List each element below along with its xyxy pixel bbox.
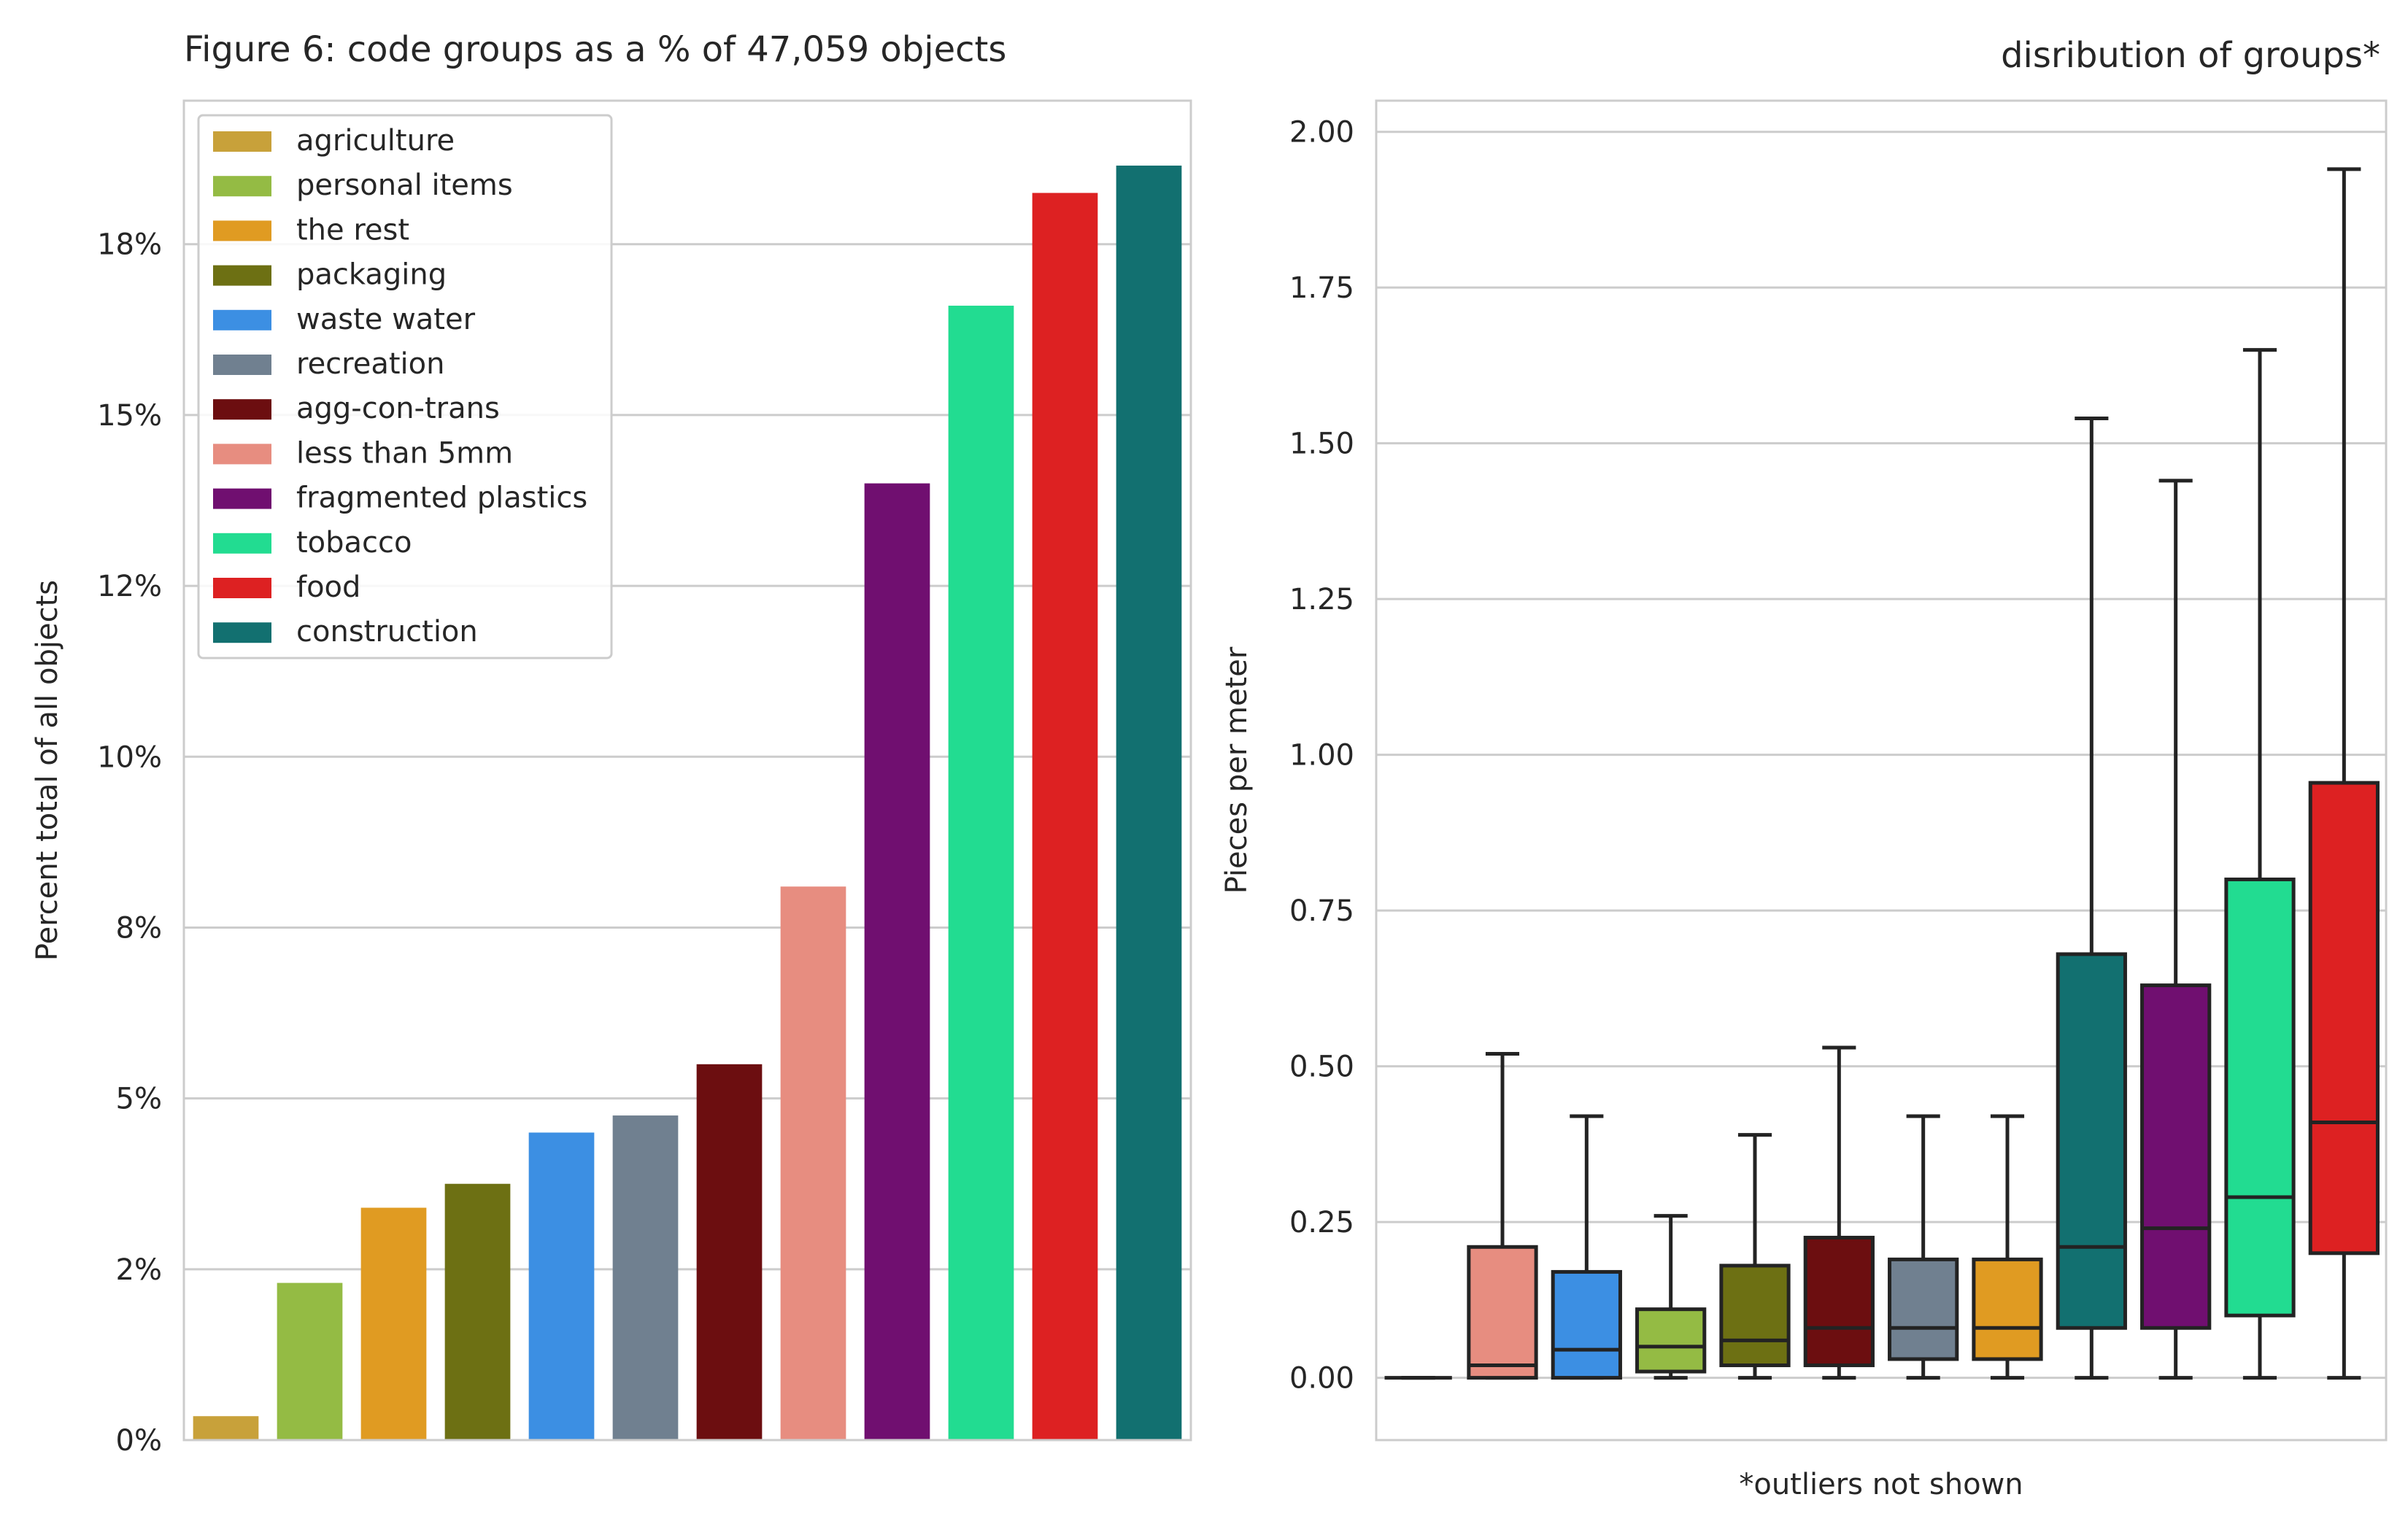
bar-y-tick-label: 5% <box>116 1083 162 1116</box>
bar-agriculture <box>193 1416 259 1440</box>
legend-label: agriculture <box>296 124 455 158</box>
legend-swatch <box>213 355 271 375</box>
bar-chart-bars <box>193 165 1182 1441</box>
box-plot-gridlines <box>1376 131 2386 1380</box>
legend-swatch <box>213 399 271 420</box>
bar-chart-y-axis-label: Percent total of all objects <box>31 580 64 961</box>
box-plot-x-axis-label: *outliers not shown <box>1739 1468 2023 1501</box>
legend-swatch <box>213 309 271 330</box>
box-plot-title: disribution of groups* <box>2001 35 2380 76</box>
bar-fragmented-plastics <box>864 483 930 1440</box>
box-y-tick-label: 0.50 <box>1289 1051 1354 1084</box>
box-body <box>1719 1264 1791 1368</box>
bar-y-tick-label: 8% <box>116 911 162 945</box>
bar-tobacco <box>948 306 1014 1441</box>
legend-label: fragmented plastics <box>296 481 587 515</box>
box-12 <box>2308 167 2380 1380</box>
box-body <box>1551 1269 1622 1380</box>
box-y-tick-label: 0.25 <box>1289 1206 1354 1239</box>
legend-swatch <box>213 176 271 197</box>
bar-y-tick-label: 2% <box>116 1253 162 1287</box>
legend-swatch <box>213 488 271 509</box>
legend-label: agg-con-trans <box>296 392 500 425</box>
bar-y-tick-label: 0% <box>116 1424 162 1458</box>
box-6 <box>1803 1045 1875 1380</box>
box-body <box>2140 983 2212 1330</box>
box-plot-y-tick-labels: 0.00 0.25 0.50 0.75 1.00 1.25 1.50 1.75 2.00 <box>1289 116 1354 1396</box>
box-y-tick-label: 0.75 <box>1289 894 1354 928</box>
legend-swatch <box>213 265 271 286</box>
bar-construction <box>1116 165 1182 1441</box>
box-2 <box>1467 1052 1538 1380</box>
box-8 <box>1972 1114 2043 1380</box>
legend-swatch <box>213 131 271 152</box>
box-plot-boxes <box>1384 167 2380 1380</box>
legend-swatch <box>213 533 271 554</box>
bar-recreation <box>612 1115 679 1440</box>
bar-y-tick-label: 10% <box>97 740 162 774</box>
bar-y-tick-label: 12% <box>97 570 162 603</box>
box-body <box>1467 1245 1538 1380</box>
box-body <box>1635 1307 1707 1374</box>
box-5 <box>1719 1133 1791 1380</box>
legend-label: construction <box>296 615 478 649</box>
box-plot-panel: 0.00 0.25 0.50 0.75 1.00 1.25 1.50 1.75 2.00 dis… <box>1220 35 2388 1501</box>
legend-label: the rest <box>296 213 409 247</box>
bar-personal-items <box>277 1283 343 1440</box>
box-9 <box>2056 417 2127 1380</box>
bar-chart-legend: agriculture personal items the rest packagi… <box>197 114 613 659</box>
box-y-tick-label: 1.75 <box>1289 271 1354 305</box>
box-11 <box>2224 348 2296 1380</box>
box-body <box>1888 1257 1959 1361</box>
bar-waste-water <box>528 1132 595 1440</box>
legend-label: packaging <box>296 258 447 292</box>
legend-label: recreation <box>296 347 444 381</box>
legend-label: personal items <box>296 169 513 202</box>
box-y-tick-label: 1.50 <box>1289 428 1354 461</box>
bar-chart-frame <box>182 99 1192 1442</box>
box-3 <box>1551 1114 1622 1380</box>
box-10 <box>2140 479 2212 1380</box>
box-body <box>1803 1235 1875 1368</box>
bar-agg-con-trans <box>696 1064 763 1440</box>
box-y-tick-label: 1.25 <box>1289 583 1354 616</box>
legend-frame <box>197 114 613 659</box>
box-y-tick-label: 2.00 <box>1289 116 1354 150</box>
legend-label: waste water <box>296 303 476 336</box>
box-plot-frame <box>1375 99 2388 1442</box>
bar-y-tick-label: 18% <box>97 228 162 262</box>
box-y-tick-label: 1.00 <box>1289 739 1354 773</box>
box-4 <box>1635 1214 1707 1380</box>
bar-the-rest <box>360 1207 427 1440</box>
box-body <box>2224 877 2296 1318</box>
box-body <box>1972 1257 2043 1361</box>
legend-label: food <box>296 570 360 604</box>
box-7 <box>1888 1114 1959 1380</box>
legend-swatch <box>213 220 271 241</box>
legend-swatch <box>213 444 271 465</box>
box-body <box>2308 781 2380 1256</box>
box-body <box>2056 952 2127 1330</box>
bar-less-than-5mm <box>780 886 846 1440</box>
legend-swatch <box>213 622 271 643</box>
bar-y-tick-label: 15% <box>97 399 162 433</box>
bar-packaging <box>444 1183 511 1440</box>
box-plot-y-axis-label: Pieces per meter <box>1220 646 1254 894</box>
bar-food <box>1032 193 1098 1440</box>
legend-swatch <box>213 578 271 598</box>
bar-chart-panel: 0% 2% 5% 8% 10% 12% 15% 18% Figure 6: code grou… <box>31 29 1192 1458</box>
box-y-tick-label: 0.00 <box>1289 1362 1354 1396</box>
bar-chart-title: Figure 6: code groups as a % of 47,059 o… <box>184 29 1006 70</box>
bar-chart-y-tick-labels: 0% 2% 5% 8% 10% 12% 15% 18% <box>97 228 162 1458</box>
legend-label: less than 5mm <box>296 436 513 470</box>
legend-label: tobacco <box>296 526 412 560</box>
